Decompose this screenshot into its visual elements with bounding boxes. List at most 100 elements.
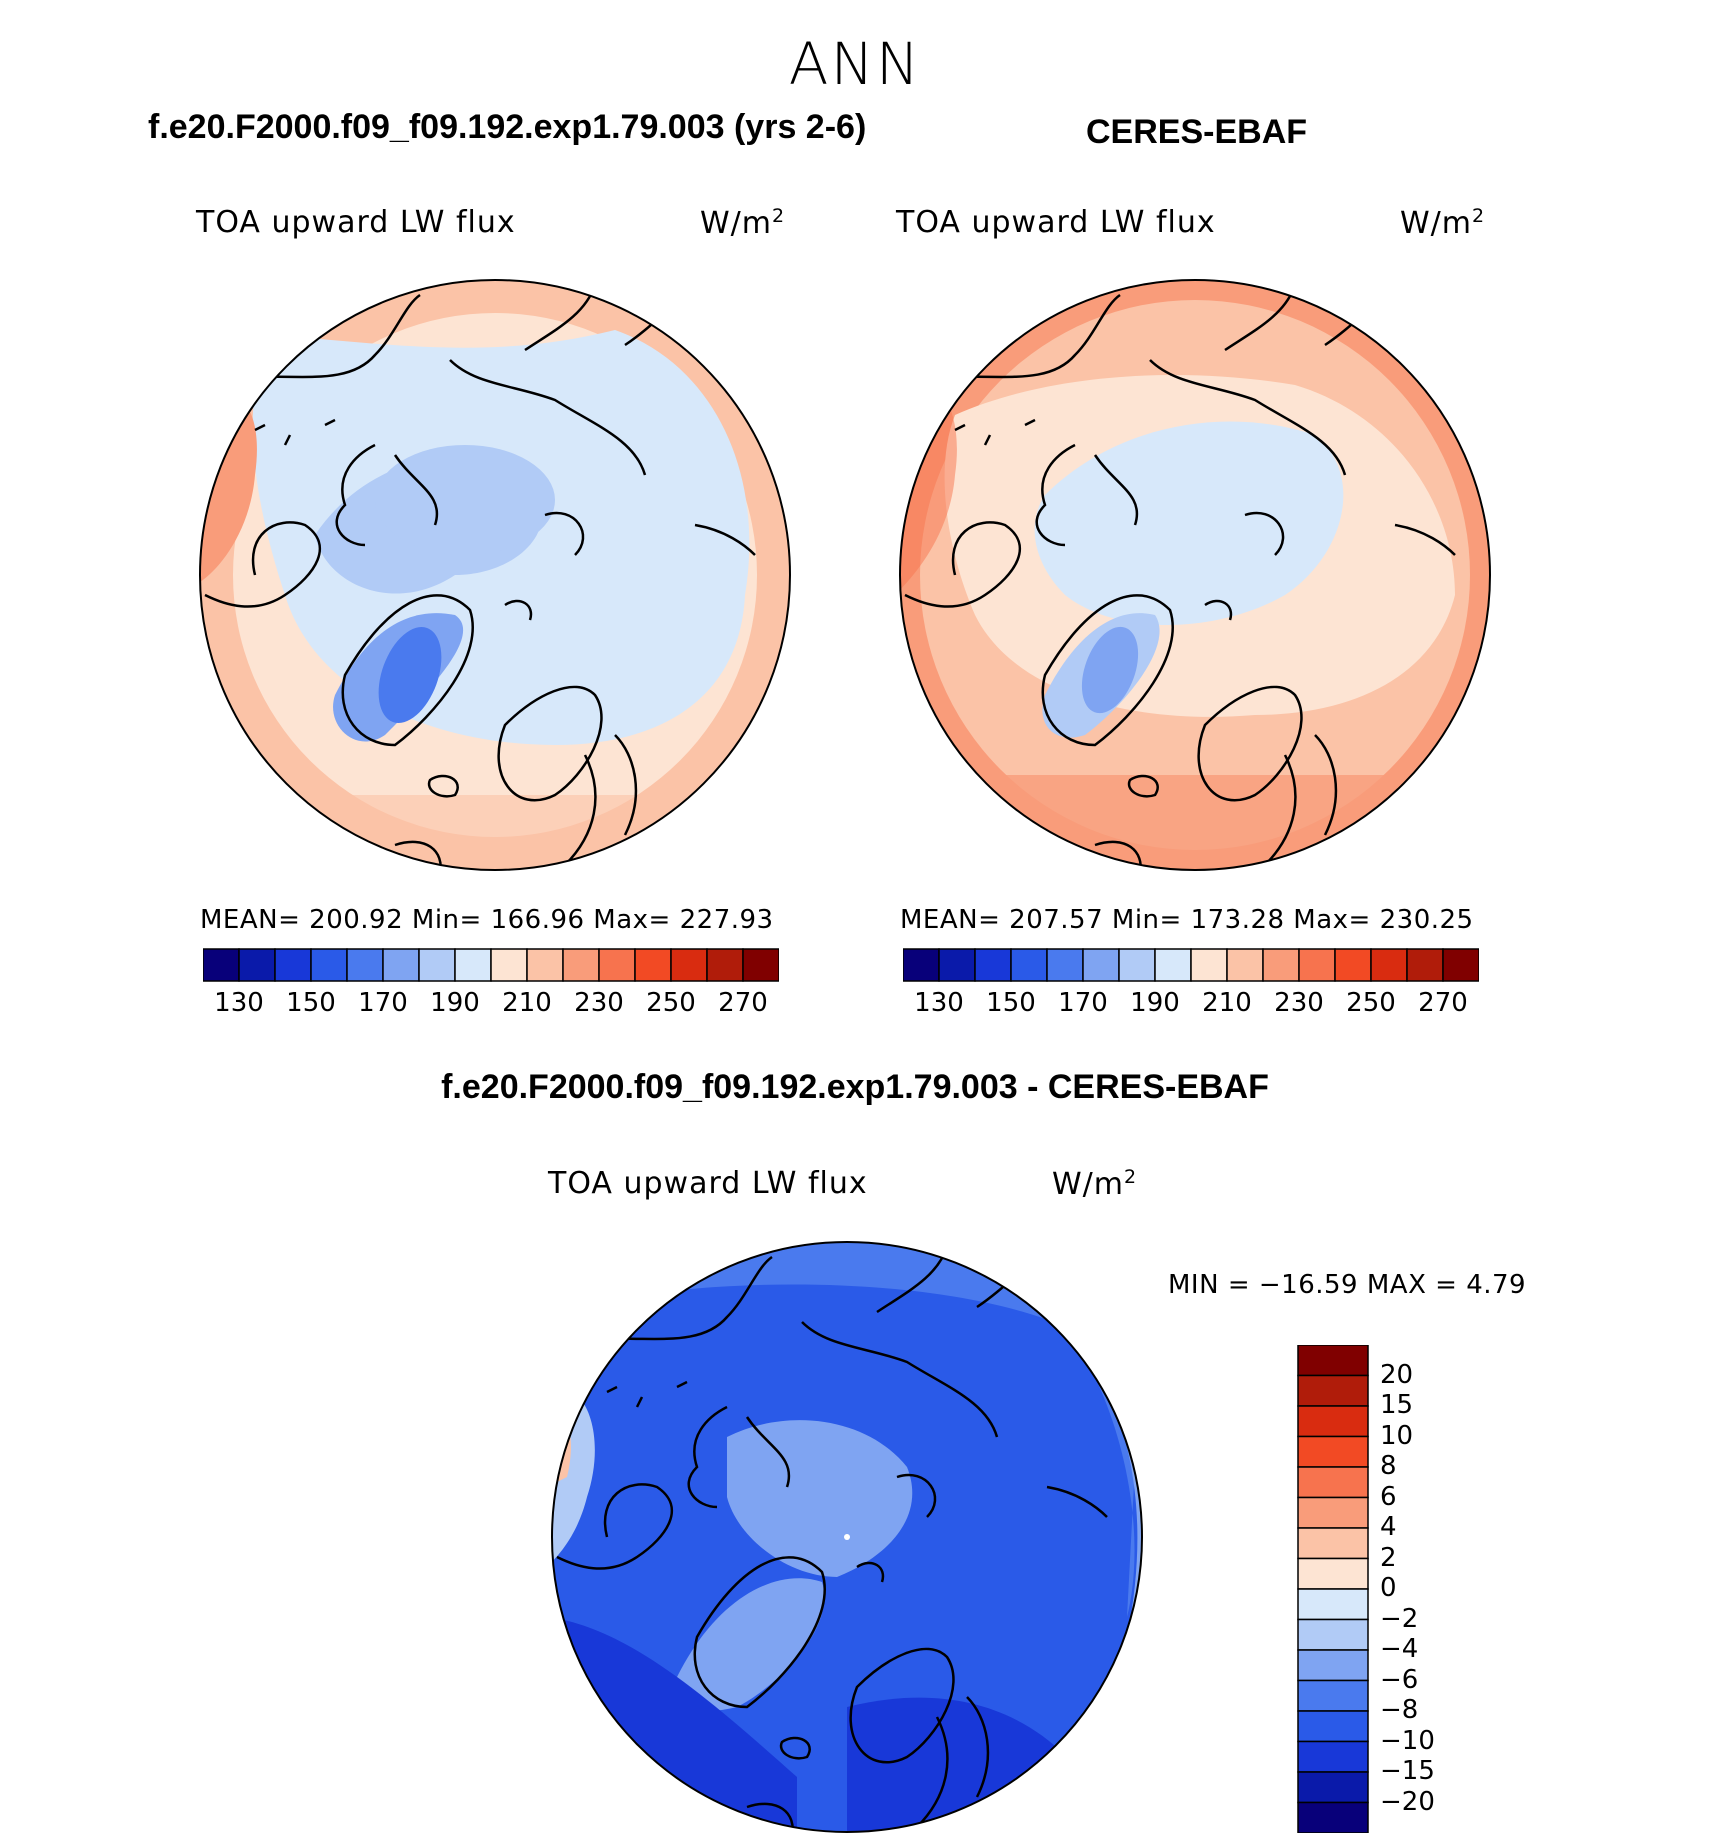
diff-colorbar-swatch bbox=[1297, 1496, 1369, 1529]
diff-case-title: f.e20.F2000.f09_f09.192.exp1.79.003 - CE… bbox=[441, 1068, 1269, 1106]
diff-colorbar-swatch bbox=[1297, 1405, 1369, 1438]
diff-colorbar-swatch bbox=[1297, 1435, 1369, 1468]
obs-colorbar-swatch bbox=[1334, 948, 1372, 982]
model-colorbar-swatch bbox=[454, 948, 492, 982]
model-colorbar-swatch bbox=[418, 948, 456, 982]
diff-stats: MIN = −16.59 MAX = 4.79 bbox=[1168, 1270, 1527, 1300]
diff-colorbar-tick-label: 2 bbox=[1380, 1542, 1397, 1573]
diff-colorbar-swatch bbox=[1297, 1588, 1369, 1621]
obs-colorbar-swatch bbox=[1118, 948, 1156, 982]
model-colorbar-swatch bbox=[382, 948, 420, 982]
model-colorbar-swatch bbox=[562, 948, 600, 982]
obs-colorbar-tick-label: 130 bbox=[914, 988, 964, 1018]
obs-colorbar-swatch bbox=[1010, 948, 1048, 982]
diff-colorbar-swatch bbox=[1297, 1649, 1369, 1682]
obs-colorbar-swatch bbox=[1442, 948, 1479, 982]
diff-colorbar-tick-label: 10 bbox=[1380, 1420, 1414, 1451]
diff-colorbar-tick-label: 20 bbox=[1380, 1359, 1414, 1390]
model-stats: MEAN= 200.92 Min= 166.96 Max= 227.93 bbox=[200, 905, 774, 935]
obs-colorbar-swatch bbox=[1046, 948, 1084, 982]
obs-units-label: W/m2 bbox=[1400, 205, 1486, 241]
obs-colorbar-swatch bbox=[1262, 948, 1300, 982]
obs-colorbar-swatch bbox=[1406, 948, 1444, 982]
model-colorbar-swatch bbox=[310, 948, 348, 982]
diff-colorbar-tick-label: −8 bbox=[1380, 1695, 1419, 1725]
diff-colorbar-swatch bbox=[1297, 1771, 1369, 1804]
diff-colorbar-swatch bbox=[1297, 1557, 1369, 1590]
diff-colorbar-swatch bbox=[1297, 1618, 1369, 1651]
obs-colorbar-tick-label: 230 bbox=[1274, 988, 1324, 1018]
diff-colorbar-swatch bbox=[1297, 1740, 1369, 1773]
obs-colorbar-swatch bbox=[974, 948, 1012, 982]
model-colorbar-swatch bbox=[670, 948, 708, 982]
obs-colorbar-swatch bbox=[903, 948, 940, 982]
model-colorbar-tick-label: 150 bbox=[286, 988, 336, 1018]
diff-polar-map bbox=[551, 1241, 1143, 1833]
model-colorbar bbox=[203, 948, 779, 982]
obs-colorbar-tick-label: 170 bbox=[1058, 988, 1108, 1018]
obs-case-title: CERES-EBAF bbox=[1086, 113, 1308, 151]
diff-colorbar-swatch bbox=[1297, 1801, 1369, 1833]
diff-colorbar-tick-label: 6 bbox=[1380, 1481, 1397, 1512]
obs-colorbar-tick-label: 270 bbox=[1418, 988, 1468, 1018]
diff-colorbar-tick-label: −20 bbox=[1380, 1786, 1435, 1817]
diff-colorbar-swatch bbox=[1297, 1527, 1369, 1560]
obs-colorbar bbox=[903, 948, 1479, 982]
obs-colorbar-swatch bbox=[1190, 948, 1228, 982]
model-case-title: f.e20.F2000.f09_f09.192.exp1.79.003 (yrs… bbox=[148, 108, 867, 146]
model-colorbar-swatch bbox=[203, 948, 240, 982]
diff-colorbar bbox=[1297, 1345, 1369, 1833]
diff-colorbar-tick-label: 15 bbox=[1380, 1390, 1414, 1420]
model-variable-label: TOA upward LW flux bbox=[196, 205, 516, 240]
model-units-label: W/m2 bbox=[700, 205, 786, 241]
diff-colorbar-swatch bbox=[1297, 1710, 1369, 1743]
diff-units-label: W/m2 bbox=[1052, 1166, 1138, 1202]
figure-title: ANN bbox=[788, 30, 922, 98]
model-colorbar-swatch bbox=[598, 948, 636, 982]
diff-colorbar-swatch bbox=[1297, 1679, 1369, 1712]
model-colorbar-tick-label: 190 bbox=[430, 988, 480, 1018]
obs-variable-label: TOA upward LW flux bbox=[896, 205, 1216, 240]
obs-colorbar-swatch bbox=[1370, 948, 1408, 982]
diff-colorbar-tick-label: −6 bbox=[1380, 1664, 1419, 1695]
diff-colorbar-tick-label: 8 bbox=[1380, 1451, 1397, 1481]
diff-colorbar-labels: 20 15 10 8 6 4 2 0 −2 −4 −6 −8 −10 −15 −20 bbox=[1380, 1345, 1500, 1833]
model-colorbar-swatch bbox=[706, 948, 744, 982]
obs-colorbar-swatch bbox=[1082, 948, 1120, 982]
diff-colorbar-swatch bbox=[1297, 1374, 1369, 1407]
obs-colorbar-tick-label: 190 bbox=[1130, 988, 1180, 1018]
model-colorbar-tick-label: 210 bbox=[502, 988, 552, 1018]
model-colorbar-swatch bbox=[238, 948, 276, 982]
obs-colorbar-swatch bbox=[1226, 948, 1264, 982]
model-polar-map bbox=[199, 279, 791, 871]
obs-colorbar-swatch bbox=[1298, 948, 1336, 982]
obs-stats: MEAN= 207.57 Min= 173.28 Max= 230.25 bbox=[900, 905, 1474, 935]
model-colorbar-tick-label: 270 bbox=[718, 988, 768, 1018]
model-colorbar-swatch bbox=[742, 948, 779, 982]
model-colorbar-swatch bbox=[634, 948, 672, 982]
model-colorbar-labels: 130 150 170 190 210 230 250 270 bbox=[203, 988, 779, 1022]
diff-colorbar-tick-label: −4 bbox=[1380, 1634, 1419, 1664]
model-colorbar-tick-label: 230 bbox=[574, 988, 624, 1018]
obs-polar-map bbox=[899, 279, 1491, 871]
model-colorbar-tick-label: 250 bbox=[646, 988, 696, 1018]
model-colorbar-swatch bbox=[274, 948, 312, 982]
model-colorbar-swatch bbox=[490, 948, 528, 982]
obs-colorbar-swatch bbox=[938, 948, 976, 982]
model-colorbar-swatch bbox=[346, 948, 384, 982]
model-colorbar-tick-label: 170 bbox=[358, 988, 408, 1018]
obs-colorbar-tick-label: 150 bbox=[986, 988, 1036, 1018]
obs-colorbar-swatch bbox=[1154, 948, 1192, 982]
diff-colorbar-swatch bbox=[1297, 1466, 1369, 1499]
diff-variable-label: TOA upward LW flux bbox=[548, 1166, 868, 1201]
diff-colorbar-tick-label: 0 bbox=[1380, 1573, 1397, 1603]
obs-colorbar-tick-label: 210 bbox=[1202, 988, 1252, 1018]
obs-colorbar-labels: 130 150 170 190 210 230 250 270 bbox=[903, 988, 1479, 1022]
diff-colorbar-tick-label: −2 bbox=[1380, 1603, 1419, 1634]
diff-colorbar-tick-label: −10 bbox=[1380, 1725, 1435, 1756]
model-colorbar-tick-label: 130 bbox=[214, 988, 264, 1018]
diff-colorbar-swatch bbox=[1297, 1345, 1369, 1377]
model-colorbar-swatch bbox=[526, 948, 564, 982]
obs-colorbar-tick-label: 250 bbox=[1346, 988, 1396, 1018]
diff-colorbar-tick-label: 4 bbox=[1380, 1512, 1397, 1542]
